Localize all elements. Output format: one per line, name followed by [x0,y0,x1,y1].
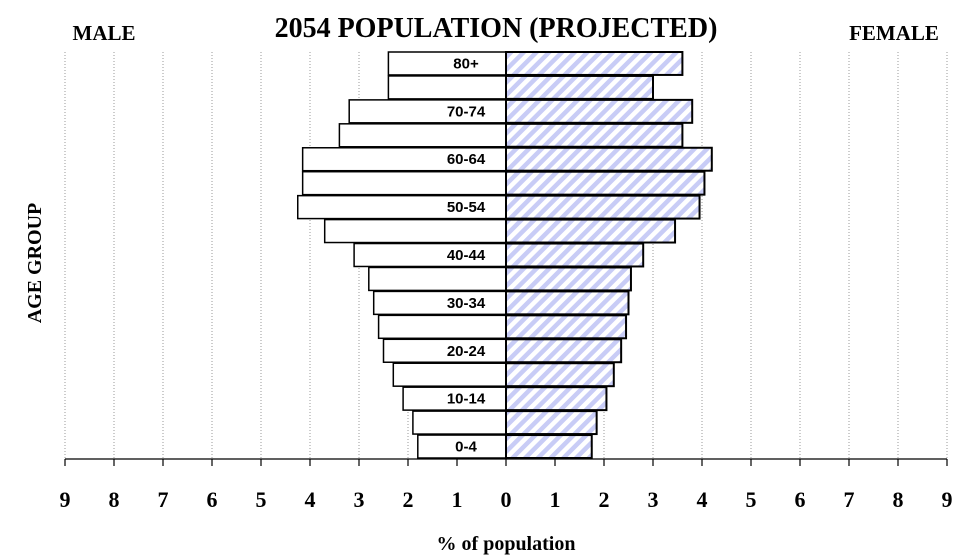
age-label-60-64: 60-64 [447,151,486,168]
bar-female-40-44 [505,242,645,268]
x-tick-label: 2 [403,487,414,512]
bar-male-75-79 [387,75,507,100]
x-tick-label: 6 [207,487,218,512]
male-label: MALE [73,21,136,45]
x-tick-label: 5 [746,487,757,512]
age-label-bg [430,150,502,169]
x-tick-label: 8 [893,487,904,512]
age-label-80+: 80+ [453,55,479,72]
female-label: FEMALE [849,21,939,45]
bar-female-20-24 [505,338,623,364]
y-axis-title: AGE GROUP [24,203,46,324]
bar-female-60-64 [505,146,713,172]
bar-female-35-39 [505,266,632,292]
bar-male-55-59 [301,170,507,196]
x-tick-label: 0 [501,487,512,512]
x-tick-label: 8 [109,487,120,512]
age-label-bg [430,54,502,73]
age-label-bg [430,342,502,361]
bar-female-0-4 [505,434,593,460]
age-label-bg [430,390,502,409]
age-group-labels: 0-4 10-14 20-24 30-34 40-44 50-54 60-64 70-74 80… [430,54,502,457]
bar-male-65-69 [338,123,507,148]
age-label-40-44: 40-44 [447,247,486,264]
age-label-bg [430,246,502,265]
x-tick-label: 9 [60,487,71,512]
age-label-70-74: 70-74 [447,103,486,120]
x-tick-label: 7 [844,487,855,512]
bar-male-35-39 [368,266,507,292]
bar-female-5-9 [505,410,598,436]
bar-male-45-49 [323,218,507,244]
bar-female-25-29 [505,314,628,340]
bar-female-75-79 [505,74,654,100]
bar-female-70-74 [505,98,694,124]
age-label-30-34: 30-34 [447,295,486,312]
age-label-50-54: 50-54 [447,199,486,216]
x-tick-label: 1 [550,487,561,512]
x-tick-label: 1 [452,487,463,512]
bar-male-15-19 [392,362,507,387]
x-tick-label: 3 [648,487,659,512]
bars [297,51,713,460]
age-label-bg [430,438,502,457]
age-label-bg [430,198,502,217]
x-tick-label: 4 [305,487,316,512]
x-tick-label: 7 [158,487,169,512]
x-tick-label: 2 [599,487,610,512]
age-label-20-24: 20-24 [447,343,486,360]
bar-female-30-34 [505,290,630,316]
x-tick-label: 4 [697,487,708,512]
x-tick-label: 9 [942,487,953,512]
bar-male-5-9 [412,410,507,435]
x-axis: 9 8 7 6 5 4 3 2 1 0 1 2 3 4 5 6 7 8 9 [60,458,953,512]
age-label-bg [430,294,502,313]
age-label-10-14: 10-14 [447,391,486,408]
age-label-0-4: 0-4 [455,439,477,456]
bar-female-50-54 [505,194,701,220]
x-tick-label: 5 [256,487,267,512]
x-tick-label: 6 [795,487,806,512]
bar-female-45-49 [505,218,677,244]
chart-title: 2054 POPULATION (PROJECTED) [275,13,718,44]
x-axis-title: % of population [437,533,576,555]
bar-female-65-69 [505,122,684,148]
bar-male-25-29 [377,314,507,340]
bar-female-15-19 [505,362,615,388]
x-tick-label: 3 [354,487,365,512]
bar-female-10-14 [505,386,608,412]
bar-female-55-59 [505,170,706,196]
bar-female-80+ [505,51,684,76]
age-label-bg [430,102,502,121]
